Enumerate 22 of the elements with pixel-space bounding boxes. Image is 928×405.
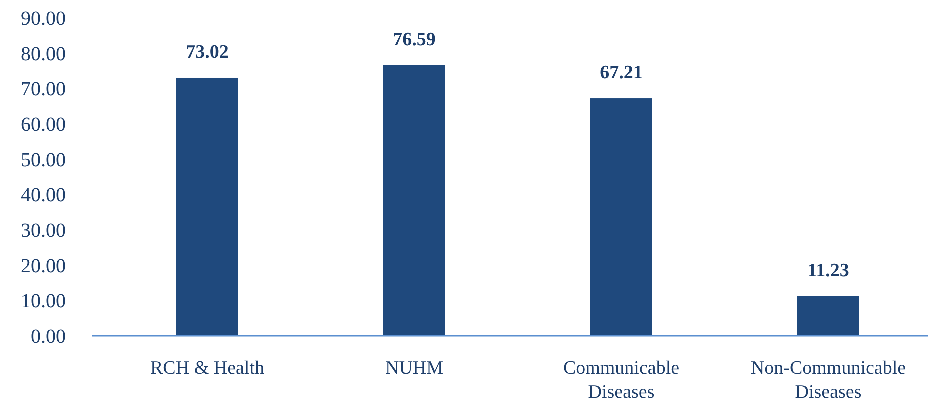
x-tick-label: NUHM	[385, 358, 444, 379]
x-tick-label: RCH & Health	[150, 358, 265, 379]
data-label: 76.59	[393, 29, 436, 50]
y-tick-label: 40.00	[21, 184, 66, 207]
data-label: 11.23	[808, 260, 850, 282]
y-tick-label: 90.00	[21, 8, 66, 30]
y-tick-label: 30.00	[21, 220, 66, 242]
y-tick-label: 10.00	[21, 290, 66, 313]
y-tick-label: 80.00	[21, 43, 66, 66]
x-tick-label: Communicable Diseases	[563, 358, 680, 403]
y-tick-label: 0.00	[31, 326, 66, 348]
bar	[384, 65, 446, 336]
x-tick-label: Non-Communicable Diseases	[750, 358, 906, 403]
bar	[798, 296, 860, 336]
data-label: 73.02	[186, 42, 229, 63]
y-tick-label: 50.00	[21, 149, 66, 172]
bar	[176, 78, 238, 336]
data-label: 67.21	[600, 62, 643, 84]
y-tick-label: 60.00	[21, 114, 66, 136]
y-tick-label: 20.00	[21, 255, 66, 278]
y-tick-label: 70.00	[21, 78, 66, 101]
bar	[590, 98, 652, 336]
